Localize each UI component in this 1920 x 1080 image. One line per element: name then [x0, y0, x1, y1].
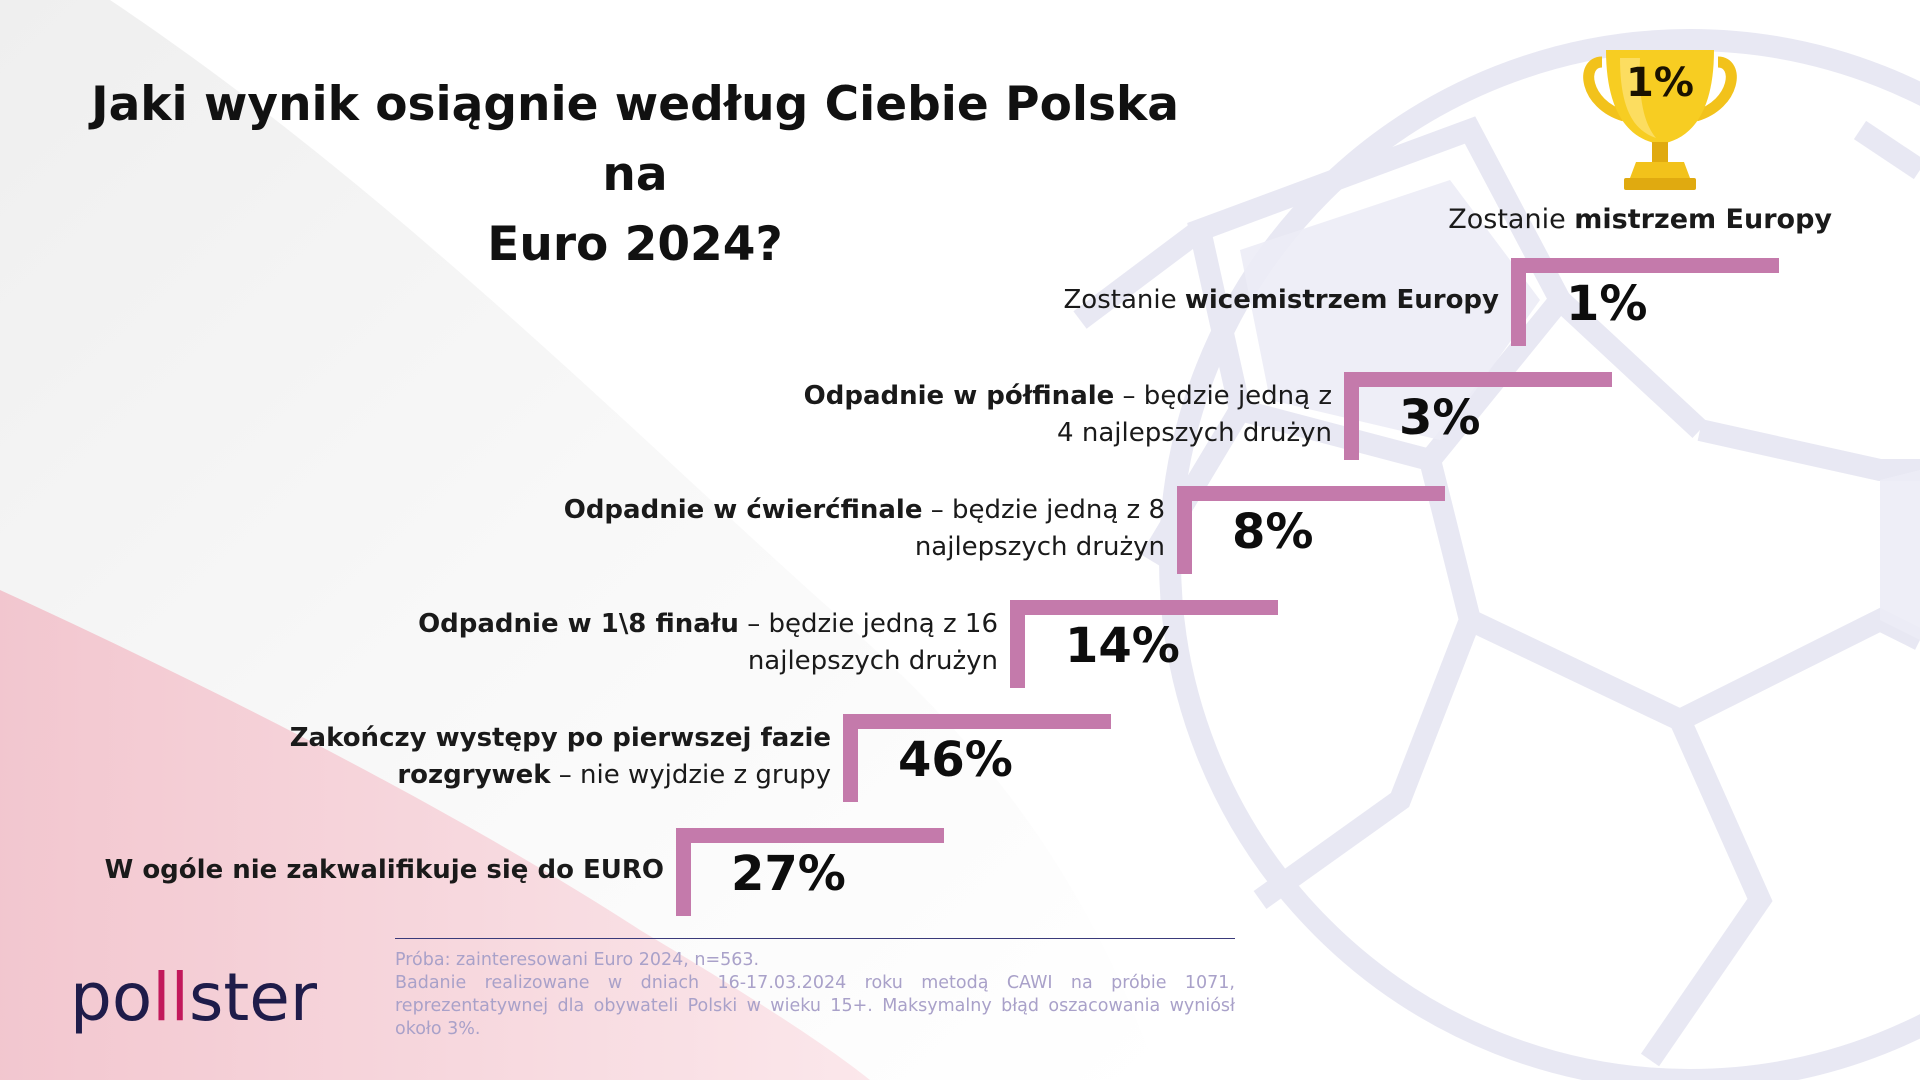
- chart-title-line2: Euro 2024?: [487, 217, 783, 272]
- step-label-line2-bold: rozgrywek: [397, 760, 551, 790]
- step-label-line2-text: najlepszych drużyn: [747, 646, 998, 676]
- trophy-icon: [1583, 50, 1737, 190]
- step-bar-horizontal: [1511, 258, 1779, 273]
- step-label-line1: Odpadnie w 1\8 finału – będzie jedną z 1…: [418, 606, 998, 643]
- step-value-label: 1%: [1566, 276, 1648, 332]
- step-label-rest: – będzie jedną z: [1114, 381, 1332, 411]
- step-bar-horizontal: [1177, 486, 1445, 501]
- step-label-bold: Odpadnie w 1\8 finału: [418, 609, 739, 639]
- step-label-line2: rozgrywek – nie wyjdzie z grupy: [290, 757, 831, 794]
- step-label-bold: Odpadnie w półfinale: [803, 381, 1115, 411]
- step-value-label: 46%: [898, 732, 1013, 788]
- chart-title-line1: Jaki wynik osiągnie według Ciebie Polska…: [91, 77, 1179, 202]
- step-label-bold: Odpadnie w ćwierćfinale: [563, 495, 923, 525]
- step-label-line1: Odpadnie w ćwierćfinale – będzie jedną z…: [564, 492, 1165, 529]
- step-label-pre: Zostanie: [1063, 285, 1185, 315]
- step-value-label: 8%: [1232, 504, 1314, 560]
- step-category-label: Odpadnie w 1\8 finału – będzie jedną z 1…: [418, 606, 998, 680]
- step-value-label: 27%: [731, 846, 846, 902]
- step-bar-vertical: [676, 828, 691, 916]
- step-bar-vertical: [1511, 258, 1526, 346]
- step-label-bold: W ogóle nie zakwalifikuje się do EURO: [104, 855, 664, 885]
- step-bar-vertical: [1177, 486, 1192, 574]
- footnote: Próba: zainteresowani Euro 2024, n=563. …: [395, 949, 1235, 1041]
- step-category-label: Zakończy występy po pierwszej fazie rozgr…: [290, 720, 831, 794]
- step-value-label: 14%: [1065, 618, 1180, 674]
- step-bar-horizontal: [843, 714, 1111, 729]
- step-bar-vertical: [1344, 372, 1359, 460]
- step-label-line2: najlepszych drużyn: [564, 529, 1165, 566]
- step-label-line1: Zostanie wicemistrzem Europy: [1064, 282, 1500, 319]
- step-label-line1: W ogóle nie zakwalifikuje się do EURO: [105, 852, 664, 889]
- logo-part2: ster: [188, 959, 317, 1036]
- step-label-line2-text: najlepszych drużyn: [914, 532, 1165, 562]
- champion-label: Zostanie mistrzem Europy: [1448, 202, 1832, 238]
- logo-part1: po: [70, 959, 153, 1036]
- footnote-line1: Próba: zainteresowani Euro 2024, n=563.: [395, 950, 760, 970]
- step-bar-horizontal: [676, 828, 944, 843]
- flag-red-band: [0, 590, 870, 1080]
- step-label-bold: Zakończy występy po pierwszej fazie: [289, 723, 831, 753]
- step-bar-horizontal: [1344, 372, 1612, 387]
- logo-accent: ll: [152, 959, 189, 1036]
- champion-label-pre: Zostanie: [1448, 204, 1575, 235]
- step-category-label: Zostanie wicemistrzem Europy: [1064, 282, 1500, 319]
- step-label-line2-text: 4 najlepszych drużyn: [1057, 418, 1332, 448]
- step-category-label: W ogóle nie zakwalifikuje się do EURO: [105, 852, 664, 889]
- step-bar-horizontal: [1010, 600, 1278, 615]
- step-label-rest: – będzie jedną z 16: [738, 609, 998, 639]
- step-label-line1: Odpadnie w półfinale – będzie jedną z: [804, 378, 1332, 415]
- step-bar-vertical: [1010, 600, 1025, 688]
- champion-value-label: 1%: [1626, 60, 1694, 106]
- step-bar-vertical: [843, 714, 858, 802]
- step-label-bold: wicemistrzem Europy: [1184, 285, 1499, 315]
- pollster-logo: pollster: [70, 958, 317, 1038]
- chart-title: Jaki wynik osiągnie według Ciebie Polska…: [60, 70, 1210, 280]
- step-label-rest: – będzie jedną z 8: [922, 495, 1165, 525]
- champion-label-bold: mistrzem Europy: [1574, 204, 1832, 235]
- step-value-label: 3%: [1399, 390, 1481, 446]
- step-label-line2-text: – nie wyjdzie z grupy: [550, 760, 831, 790]
- step-label-line1: Zakończy występy po pierwszej fazie: [290, 720, 831, 757]
- footnote-separator: [395, 938, 1235, 939]
- footnote-line2: Badanie realizowane w dniach 16-17.03.20…: [395, 973, 1235, 1039]
- step-label-line2: 4 najlepszych drużyn: [804, 415, 1332, 452]
- step-label-line2: najlepszych drużyn: [418, 643, 998, 680]
- step-category-label: Odpadnie w ćwierćfinale – będzie jedną z…: [564, 492, 1165, 566]
